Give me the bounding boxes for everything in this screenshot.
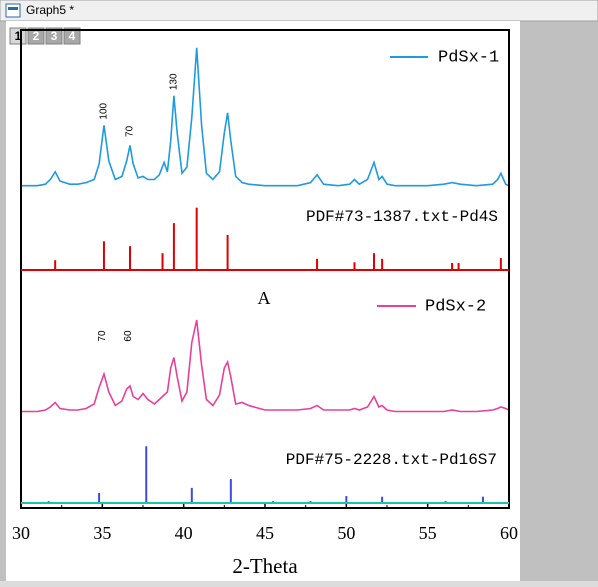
data-line — [21, 47, 510, 187]
title-bar — [0, 0, 598, 22]
window-icon-bar — [8, 7, 18, 10]
x-axis-title: 2-Theta — [232, 554, 298, 578]
x-tick-label: 50 — [337, 523, 355, 543]
x-tick-label: 55 — [419, 523, 437, 543]
window-title: Graph5 * — [26, 3, 74, 17]
page-tab[interactable] — [63, 27, 81, 45]
annotation: A — [258, 288, 271, 308]
pattern-label: PDF#73-1387.txt-Pd4S — [306, 208, 498, 226]
page-tab[interactable] — [27, 27, 45, 45]
page-tab-label: 4 — [69, 29, 76, 43]
peak-label: 60 — [123, 330, 134, 342]
window-icon — [5, 3, 21, 18]
page-tab-label: 3 — [51, 29, 58, 43]
peak-label: 70 — [97, 330, 108, 342]
x-tick-label: 35 — [93, 523, 111, 543]
page-tab[interactable] — [45, 27, 63, 45]
data-line — [21, 319, 510, 413]
status-strip — [0, 581, 598, 587]
x-tick-label: 40 — [175, 523, 193, 543]
page — [6, 21, 520, 581]
peak-label: 100 — [99, 102, 110, 119]
page-tab-label: 1 — [15, 29, 22, 43]
peak-label: 70 — [125, 125, 136, 137]
x-tick-label: 45 — [256, 523, 274, 543]
legend-label: PdSx-1 — [438, 48, 499, 67]
plot: PdSx-1 100 70 130 PDF#73-1387.txt-Pd4S PdSx-2… — [12, 47, 518, 578]
x-tick-label: 30 — [12, 523, 30, 543]
peak-label: 130 — [169, 73, 180, 90]
legend-label: PdSx-2 — [425, 297, 486, 316]
x-tick-label: 60 — [500, 523, 518, 543]
page-tab-label: 2 — [33, 29, 40, 43]
pattern-label: PDF#75-2228.txt-Pd16S7 — [286, 451, 497, 469]
